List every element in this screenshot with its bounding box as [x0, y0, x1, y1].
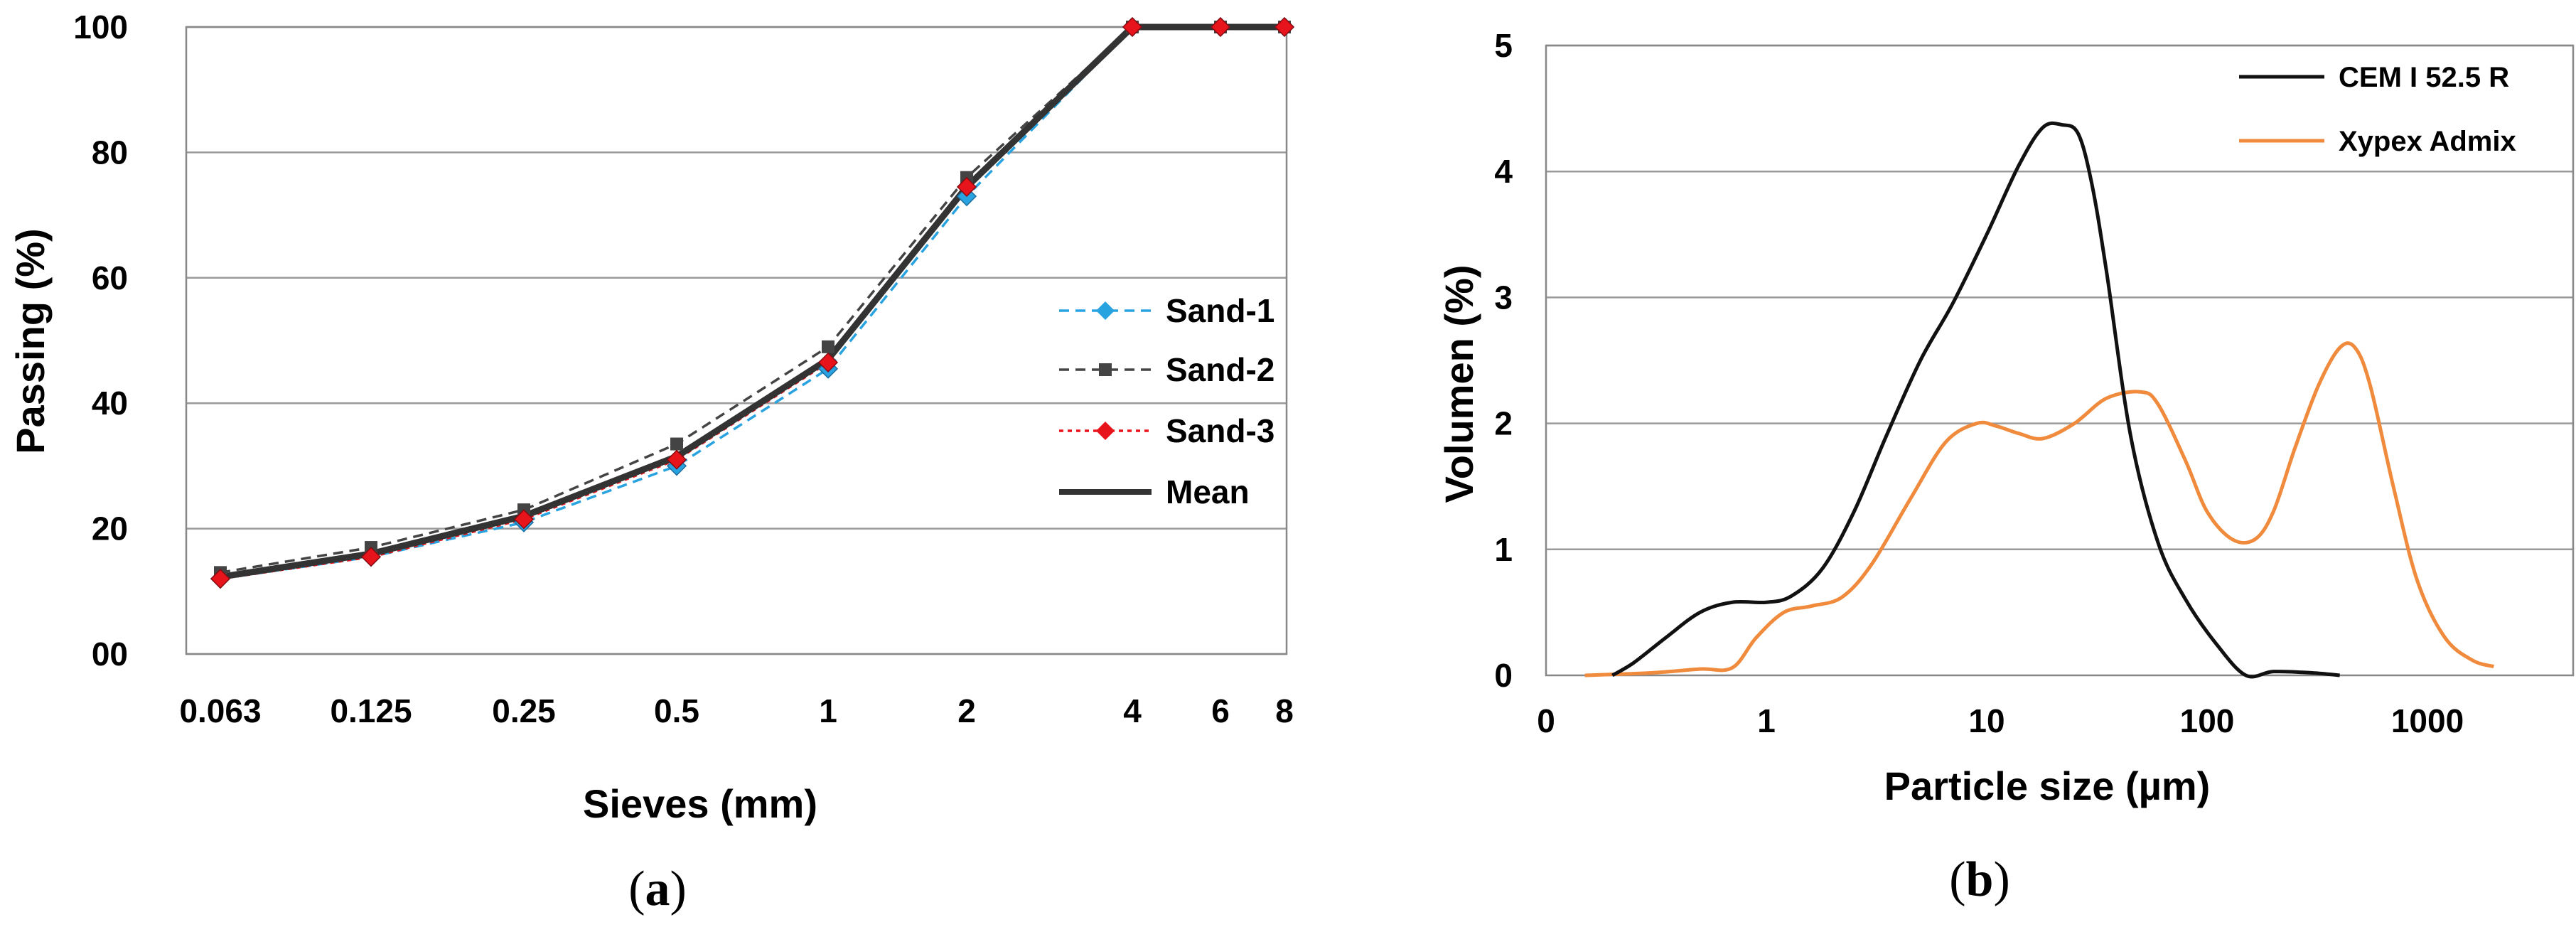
b-series-group — [1584, 121, 2495, 679]
a-y-tick-labels: 00 20 40 60 80 100 — [73, 9, 128, 673]
b-grid — [1546, 44, 2573, 551]
a-y-tick-label: 100 — [73, 9, 128, 45]
b-series-line-xypex-admix — [1584, 341, 2495, 677]
a-legend-marker-sand-3 — [1096, 422, 1115, 440]
b-y-tick-label: 2 — [1494, 405, 1513, 442]
a-point-sand-2 — [670, 437, 683, 451]
a-legend-label-sand-3: Sand-3 — [1166, 412, 1274, 449]
a-legend-marker-sand-2 — [1099, 363, 1112, 376]
b-y-tick-label: 0 — [1494, 657, 1513, 694]
a-plot-area — [185, 26, 1288, 655]
b-y-tick-labels: 0 1 2 3 4 5 — [1494, 27, 1513, 694]
a-series-line-sand-3 — [220, 26, 1284, 580]
a-y-tick-label: 40 — [92, 385, 128, 422]
a-x-tick-label: 0.5 — [654, 692, 699, 729]
a-x-tick-label: 6 — [1211, 692, 1230, 729]
a-x-tick-label: 4 — [1123, 692, 1142, 729]
a-x-tick-label: 0.063 — [179, 692, 261, 729]
a-point-sand-3 — [1210, 16, 1231, 38]
b-x-tick-label: 1 — [1757, 702, 1776, 739]
a-y-tick-label: 20 — [92, 510, 128, 547]
b-legend-label-xypex-admix: Xypex Admix — [2339, 126, 2516, 157]
a-panel-label: (a) — [628, 862, 687, 916]
b-panel-label: (b) — [1949, 852, 2010, 907]
a-legend: Sand-1 Sand-2 Sand-3 Mean — [1059, 292, 1274, 510]
b-x-tick-label: 10 — [1968, 702, 2005, 739]
a-x-tick-label: 0.25 — [492, 692, 556, 729]
a-y-tick-label: 80 — [92, 134, 128, 171]
b-y-tick-label: 3 — [1494, 279, 1513, 316]
a-point-sand-3 — [1274, 16, 1295, 38]
a-x-tick-label: 2 — [957, 692, 976, 729]
b-x-axis-title: Particle size (µm) — [1884, 763, 2211, 808]
a-series-line-sand-1 — [220, 26, 1284, 580]
a-point-sand-3 — [1122, 16, 1143, 38]
a-point-sand-2 — [822, 340, 834, 353]
a-legend-label-sand-1: Sand-1 — [1166, 292, 1274, 329]
b-legend: CEM I 52.5 R Xypex Admix — [2239, 62, 2516, 157]
a-point-sand-3 — [360, 547, 382, 567]
a-y-tick-label: 60 — [92, 259, 128, 296]
a-x-tick-label: 8 — [1275, 692, 1294, 729]
a-x-tick-label: 0.125 — [330, 692, 412, 729]
b-x-tick-label: 0 — [1537, 702, 1555, 739]
b-y-tick-label: 1 — [1494, 531, 1513, 568]
b-series-line-cem-i-52-5-r — [1611, 121, 2340, 679]
b-y-axis-title: Volumen (%) — [1437, 265, 1481, 503]
b-y-tick-label: 5 — [1494, 27, 1513, 64]
a-legend-marker-sand-1 — [1096, 301, 1115, 320]
a-x-tick-label: 1 — [819, 692, 837, 729]
a-x-tick-labels: 0.063 0.125 0.25 0.5 1 2 4 6 8 — [179, 692, 1293, 729]
b-x-tick-labels: 0 1 10 100 1000 — [1537, 702, 2464, 739]
a-panel-letter: a — [645, 862, 670, 916]
b-x-tick-label: 1000 — [2391, 702, 2464, 739]
a-x-axis-title: Sieves (mm) — [583, 781, 817, 826]
b-legend-label-cem-i-52-5-r: CEM I 52.5 R — [2339, 62, 2509, 93]
a-y-tick-label: 00 — [92, 636, 128, 673]
a-point-sand-3 — [513, 509, 535, 530]
panel-a: 00 20 40 60 80 100 0.063 0.125 0.25 0.5 1 2 4 6 8 San… — [8, 9, 1295, 916]
a-point-sand-3 — [956, 176, 977, 197]
a-point-sand-3 — [666, 449, 687, 470]
b-x-tick-label: 100 — [2180, 702, 2235, 739]
a-point-sand-3 — [817, 352, 839, 373]
a-point-sand-3 — [210, 569, 231, 589]
b-panel-letter: b — [1966, 852, 1994, 907]
a-legend-label-mean: Mean — [1166, 473, 1250, 510]
b-y-tick-label: 4 — [1494, 153, 1513, 190]
a-series-group — [210, 16, 1295, 589]
panel-b: 0 1 2 3 4 5 0 1 10 100 1000 CEM I 52.5 R Xypex Adm… — [1437, 27, 2575, 907]
b-plot-area — [1545, 44, 2575, 677]
a-y-axis-title: Passing (%) — [8, 228, 53, 454]
a-legend-label-sand-2: Sand-2 — [1166, 351, 1274, 388]
